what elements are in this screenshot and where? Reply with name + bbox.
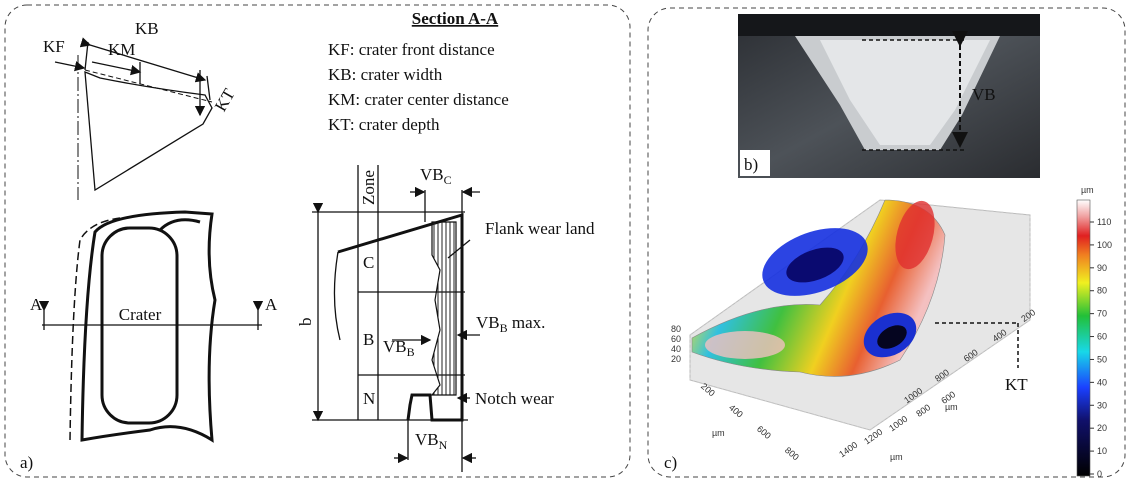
panel-label: c) [664, 453, 677, 472]
label-km: KM [108, 40, 135, 59]
crater-section: KB KF KM KT [43, 19, 239, 200]
colorbar-tick-label: 60 [1097, 332, 1107, 342]
panel-label: b) [744, 155, 758, 174]
axis-tick-label: 60 [671, 334, 681, 344]
colorbar-tick-label: 80 [1097, 286, 1107, 296]
colorbar-tick-label: 10 [1097, 446, 1107, 456]
axis-tick-label: 1400 [837, 440, 859, 460]
flank-wear-diagram: Zone C B N b VBC Flank wear land VBB max… [296, 165, 595, 472]
legend: Section A-A KF: crater front distance KB… [328, 9, 509, 134]
vbc-label: VBC [420, 165, 452, 187]
colorbar-tick-label: 70 [1097, 309, 1107, 319]
colorbar-tick-label: 110 [1097, 217, 1111, 227]
axis-unit: µm [945, 402, 958, 412]
axis-tick-label: 20 [671, 354, 681, 364]
axis-tick-label: 1200 [862, 427, 884, 447]
zone-label: C [363, 253, 374, 272]
axis-tick-label: 40 [671, 344, 681, 354]
colorbar-tick-label: 0 [1097, 469, 1102, 479]
zone-label: N [363, 389, 375, 408]
axis-tick-label: 600 [755, 424, 773, 441]
vb-label: VB [972, 85, 996, 104]
colorbar-tick-label: 30 [1097, 400, 1107, 410]
section-mark: A [265, 295, 278, 314]
colorbar-tick-label: 50 [1097, 354, 1107, 364]
colorbar-tick-label: 100 [1097, 240, 1112, 250]
zone-label: B [363, 330, 374, 349]
colorbar [1077, 200, 1090, 476]
wear-photo: VB b) [738, 14, 1040, 178]
figure: KB KF KM KT Section A-A KF: crater front… [0, 0, 1130, 482]
b-label: b [296, 318, 315, 327]
axis-unit: µm [712, 428, 725, 438]
kt-label: KT [1005, 375, 1028, 394]
label-kf: KF [43, 37, 65, 56]
axis-tick-label: 400 [727, 402, 745, 419]
legend-item: KM: crater center distance [328, 90, 509, 109]
notch-wear-label: Notch wear [475, 389, 554, 408]
vbb-max-label: VBB max. [476, 313, 545, 335]
axis-unit: µm [890, 452, 903, 462]
axis-tick-label: 800 [783, 445, 801, 462]
crater-top-view: Crater A A [30, 212, 278, 440]
flank-wear-land-label: Flank wear land [485, 219, 595, 238]
colorbar-tick-label: 90 [1097, 263, 1107, 273]
legend-item: KT: crater depth [328, 115, 440, 134]
axis-tick-label: 80 [671, 324, 681, 334]
section-title: Section A-A [412, 9, 499, 28]
crater-label: Crater [119, 305, 162, 324]
legend-item: KF: crater front distance [328, 40, 495, 59]
colorbar-tick-label: 40 [1097, 377, 1107, 387]
zone-header: Zone [359, 170, 378, 205]
panel-label: a) [20, 453, 33, 472]
label-kt: KT [211, 85, 239, 115]
section-mark: A [30, 295, 43, 314]
axis-tick-label: 1000 [887, 414, 909, 434]
legend-item: KB: crater width [328, 65, 443, 84]
vbn-label: VBN [415, 430, 448, 452]
label-kb: KB [135, 19, 159, 38]
colorbar-tick-label: 20 [1097, 423, 1107, 433]
colorbar-unit: µm [1081, 185, 1094, 195]
axis-tick-label: 800 [914, 402, 932, 419]
